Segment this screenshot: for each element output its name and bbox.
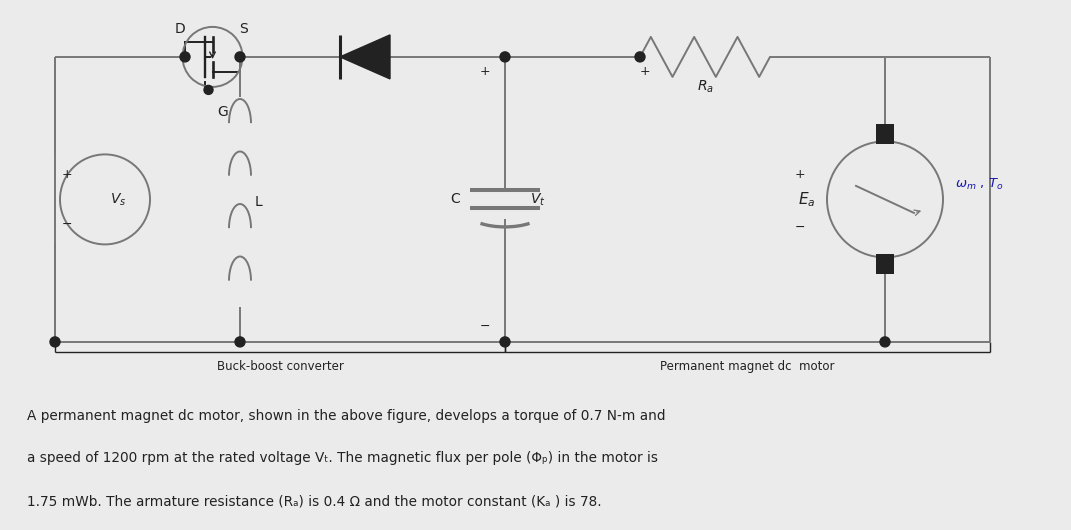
Text: +: + bbox=[795, 168, 805, 181]
Text: S: S bbox=[239, 22, 247, 36]
Circle shape bbox=[180, 52, 190, 62]
Circle shape bbox=[500, 337, 510, 347]
Text: +: + bbox=[62, 168, 73, 181]
Text: C: C bbox=[450, 192, 459, 206]
Text: +: + bbox=[480, 65, 491, 78]
Text: −: − bbox=[795, 221, 805, 234]
Text: $E_a$: $E_a$ bbox=[798, 190, 815, 209]
Text: +: + bbox=[639, 65, 650, 78]
Circle shape bbox=[880, 337, 890, 347]
Circle shape bbox=[50, 337, 60, 347]
Text: G: G bbox=[217, 105, 228, 119]
Text: L: L bbox=[255, 195, 262, 209]
Text: −: − bbox=[62, 218, 72, 231]
Circle shape bbox=[635, 52, 645, 62]
Bar bbox=[876, 254, 894, 275]
Text: $R_a$: $R_a$ bbox=[696, 78, 713, 95]
Circle shape bbox=[203, 85, 213, 94]
Text: A permanent magnet dc motor, shown in the above figure, develops a torque of 0.7: A permanent magnet dc motor, shown in th… bbox=[27, 409, 665, 422]
Text: a speed of 1200 rpm at the rated voltage Vₜ. The magnetic flux per pole (Φₚ) in : a speed of 1200 rpm at the rated voltage… bbox=[27, 452, 658, 465]
Text: D: D bbox=[175, 22, 185, 36]
Circle shape bbox=[235, 337, 245, 347]
Bar bbox=[876, 125, 894, 144]
Text: $V_s$: $V_s$ bbox=[110, 191, 126, 208]
Circle shape bbox=[235, 52, 245, 62]
Text: $\omega_m$ , $T_o$: $\omega_m$ , $T_o$ bbox=[955, 177, 1004, 192]
Text: 1.75 mWb. The armature resistance (Rₐ) is 0.4 Ω and the motor constant (Kₐ ) is : 1.75 mWb. The armature resistance (Rₐ) i… bbox=[27, 494, 602, 508]
Text: $V_t$: $V_t$ bbox=[530, 191, 545, 208]
Circle shape bbox=[500, 52, 510, 62]
Text: −: − bbox=[480, 321, 491, 333]
Text: Buck-boost converter: Buck-boost converter bbox=[216, 360, 344, 373]
Text: Permanent magnet dc  motor: Permanent magnet dc motor bbox=[660, 360, 834, 373]
Polygon shape bbox=[340, 35, 390, 79]
